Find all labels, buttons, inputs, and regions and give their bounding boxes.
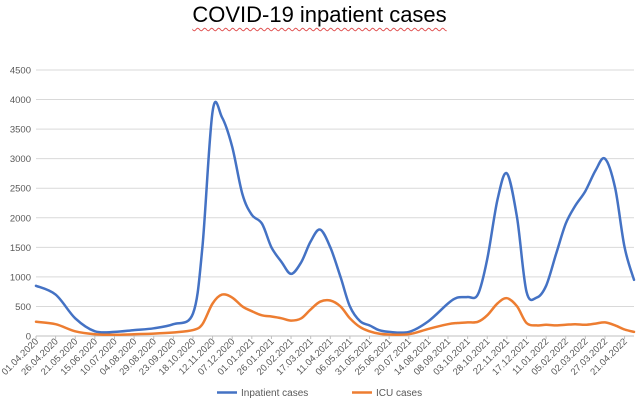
y-tick-label: 3000 xyxy=(10,154,31,165)
y-tick-label: 2000 xyxy=(10,213,31,224)
y-tick-label: 500 xyxy=(15,302,31,313)
series-group xyxy=(34,293,636,337)
legend-label: ICU cases xyxy=(376,388,422,399)
y-tick-label: 1000 xyxy=(10,272,31,283)
y-tick-label: 4500 xyxy=(10,66,31,77)
series-group xyxy=(34,100,636,334)
y-tick-label: 4000 xyxy=(10,95,31,106)
series-line-icu-cases xyxy=(34,293,636,337)
y-tick-label: 2500 xyxy=(10,184,31,195)
chart-title: COVID-19 inpatient cases xyxy=(192,2,447,27)
y-tick-label: 1500 xyxy=(10,243,31,254)
y-tick-label: 0 xyxy=(26,332,31,343)
y-tick-label: 3500 xyxy=(10,125,31,136)
legend-label: Inpatient cases xyxy=(241,388,308,399)
series-line-inpatient-cases xyxy=(34,100,636,334)
